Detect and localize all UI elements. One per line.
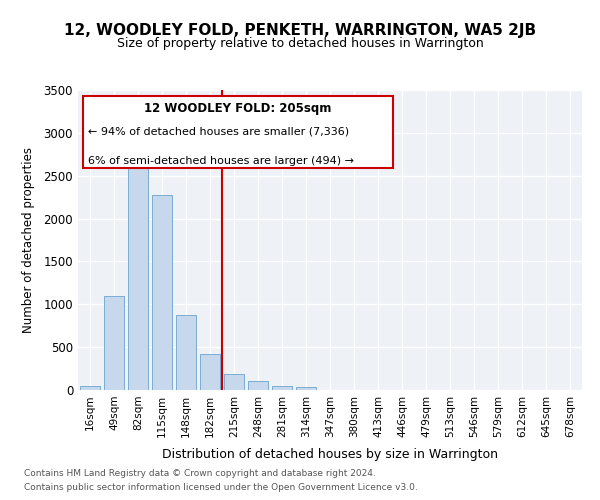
Text: ← 94% of detached houses are smaller (7,336): ← 94% of detached houses are smaller (7,…	[88, 126, 349, 136]
Bar	[224, 374, 244, 390]
FancyBboxPatch shape	[83, 96, 393, 168]
Text: 12 WOODLEY FOLD: 205sqm: 12 WOODLEY FOLD: 205sqm	[145, 102, 332, 115]
Text: Contains public sector information licensed under the Open Government Licence v3: Contains public sector information licen…	[24, 484, 418, 492]
Bar	[80, 386, 100, 390]
Text: Contains HM Land Registry data © Crown copyright and database right 2024.: Contains HM Land Registry data © Crown c…	[24, 468, 376, 477]
Bar	[152, 194, 172, 390]
Bar	[128, 156, 148, 390]
Bar	[272, 386, 292, 390]
Text: 12, WOODLEY FOLD, PENKETH, WARRINGTON, WA5 2JB: 12, WOODLEY FOLD, PENKETH, WARRINGTON, W…	[64, 22, 536, 38]
X-axis label: Distribution of detached houses by size in Warrington: Distribution of detached houses by size …	[162, 448, 498, 461]
Y-axis label: Number of detached properties: Number of detached properties	[22, 147, 35, 333]
Bar	[176, 315, 196, 390]
Text: Size of property relative to detached houses in Warrington: Size of property relative to detached ho…	[116, 38, 484, 51]
Bar	[200, 354, 220, 390]
Bar	[104, 296, 124, 390]
Bar	[248, 382, 268, 390]
Text: 6% of semi-detached houses are larger (494) →: 6% of semi-detached houses are larger (4…	[88, 156, 354, 166]
Bar	[296, 388, 316, 390]
